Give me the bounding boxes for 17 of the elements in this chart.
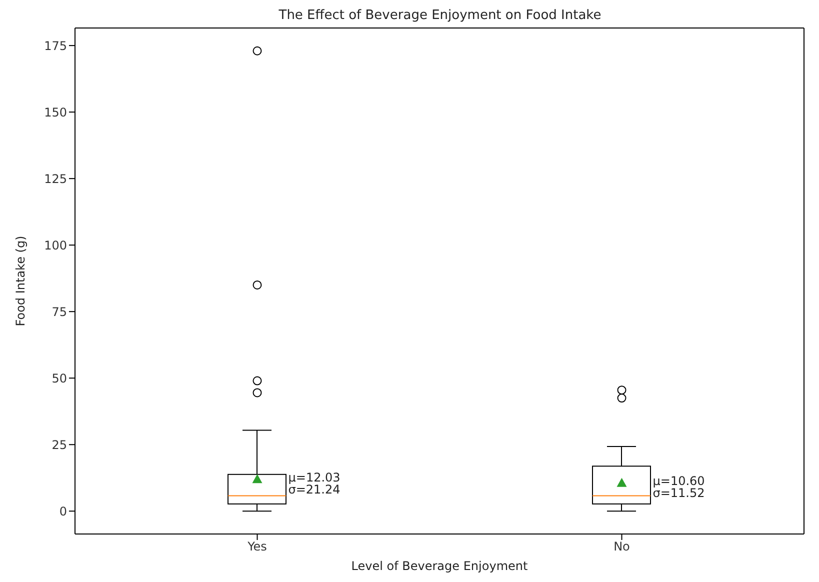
y-tick-label: 0: [59, 504, 67, 518]
y-tick-label: 150: [44, 105, 67, 120]
y-tick-label: 75: [52, 304, 67, 319]
annotation: μ=12.03: [288, 470, 340, 484]
chart-title: The Effect of Beverage Enjoyment on Food Intake: [278, 8, 602, 23]
annotation: μ=10.60: [652, 474, 705, 488]
y-tick-label: 100: [44, 238, 67, 252]
y-tick-label: 50: [52, 371, 67, 386]
x-axis-title: Level of Beverage Enjoyment: [351, 559, 528, 573]
annotation: σ=11.52: [652, 486, 705, 500]
y-axis-title: Food Intake (g): [13, 236, 28, 326]
y-tick-label: 125: [44, 172, 67, 186]
y-tick-label: 175: [44, 38, 67, 53]
x-tick-label: No: [614, 540, 630, 554]
y-tick-label: 25: [52, 438, 67, 452]
annotation: σ=21.24: [288, 482, 340, 496]
x-tick-label: Yes: [246, 540, 267, 554]
